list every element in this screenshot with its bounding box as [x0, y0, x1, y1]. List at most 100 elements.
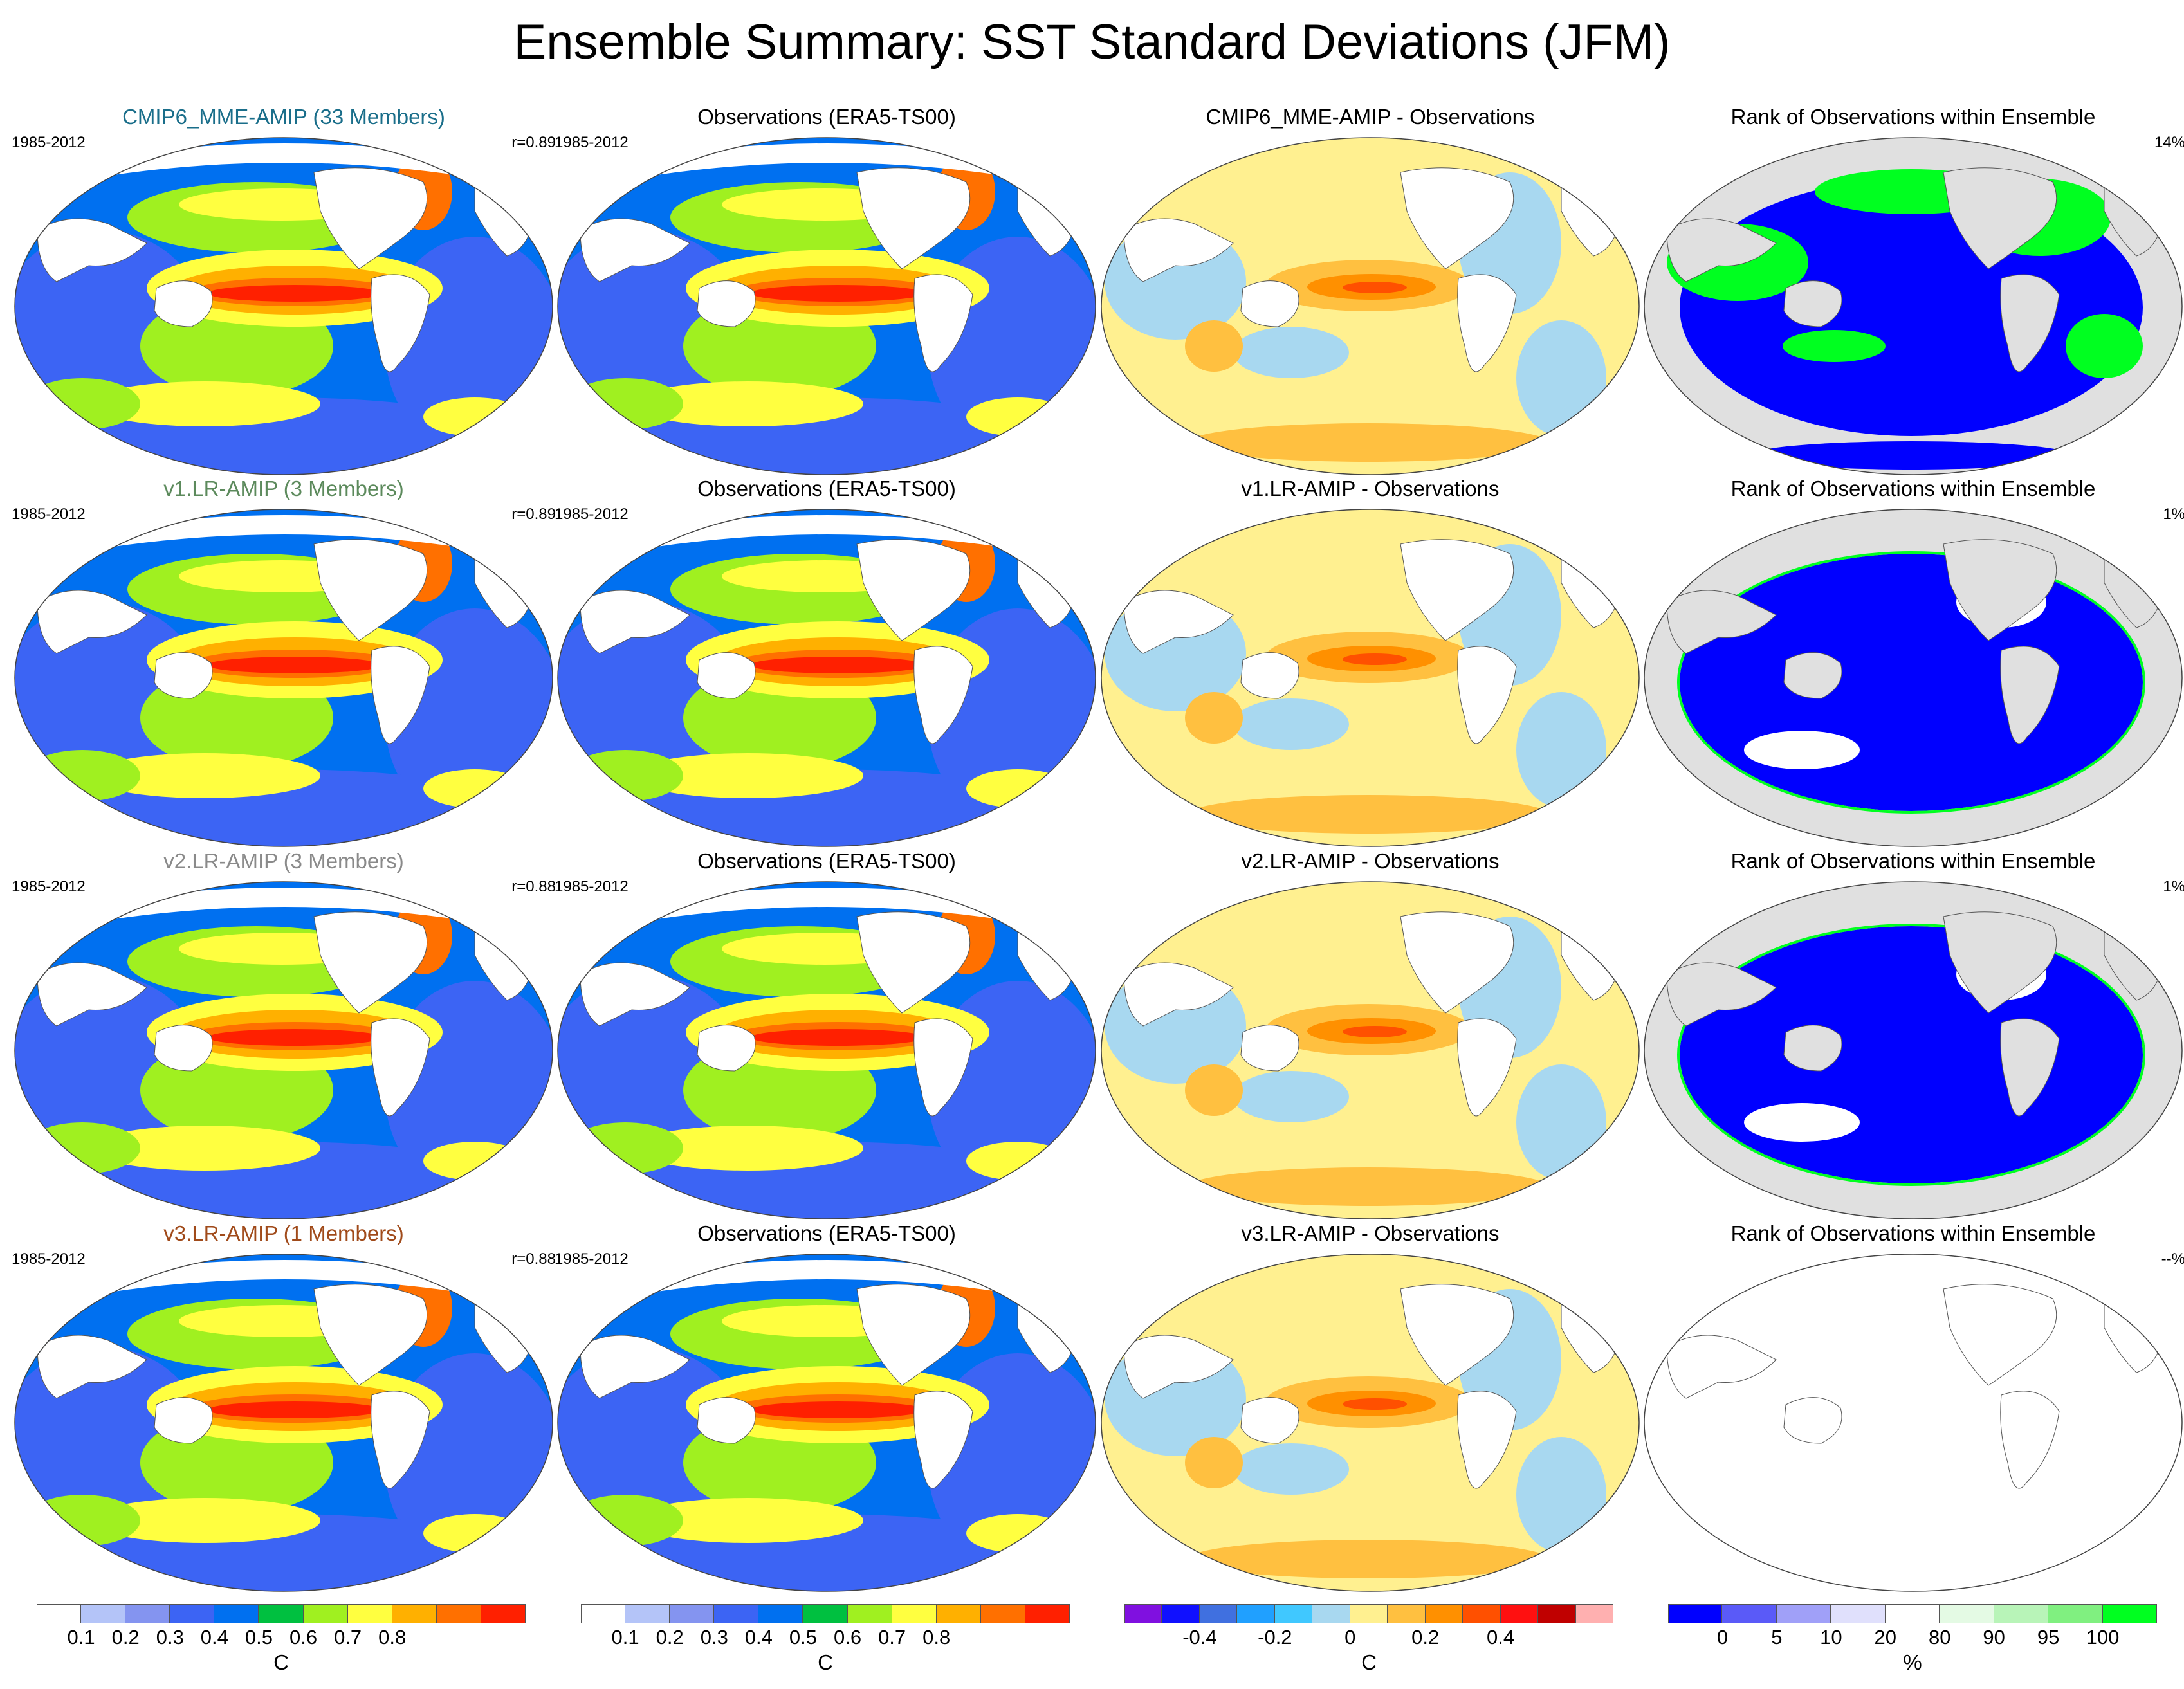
colorbar-swatch — [1312, 1604, 1350, 1623]
colorbar-swatch — [1668, 1604, 1723, 1623]
panel-title: Observations (ERA5-TS00) — [697, 105, 956, 129]
period-label: 1985-2012 — [555, 506, 629, 523]
colorbar-swatch — [347, 1604, 392, 1623]
colorbar-sd-obs: 0.1 0.2 0.3 0.4 0.5 0.6 0.7 0.8 C — [581, 1604, 1070, 1674]
period-label: 1985-2012 — [555, 134, 629, 151]
colorbar-tick-label: 90 — [1983, 1626, 2005, 1648]
panel-title: Rank of Observations within Ensemble — [1730, 849, 2096, 873]
period-label: 1985-2012 — [555, 878, 629, 895]
panel-title: v2.LR-AMIP (3 Members) — [163, 849, 404, 873]
colorbar-frame — [37, 1604, 526, 1623]
panel-obs-row-4: Observations (ERA5-TS00) 1985-2012 — [555, 1221, 1099, 1594]
panel-title: CMIP6_MME-AMIP (33 Members) — [122, 105, 445, 129]
colorbar-swatch — [1162, 1604, 1200, 1623]
colorbar-swatch — [714, 1604, 759, 1623]
colorbar-tick-label: 95 — [2037, 1626, 2060, 1648]
panel-title: v3.LR-AMIP - Observations — [1241, 1221, 1500, 1245]
panel-title: v1.LR-AMIP - Observations — [1241, 477, 1500, 500]
colorbar-swatch — [1199, 1604, 1238, 1623]
panel-title: v3.LR-AMIP (1 Members) — [163, 1221, 404, 1245]
obs-map — [557, 137, 1096, 475]
colorbar-unit: C — [818, 1650, 833, 1674]
panel-diff-row-3: v2.LR-AMIP - Observations — [1098, 849, 1642, 1222]
panel-title: Observations (ERA5-TS00) — [697, 849, 956, 873]
panel-obs-row-2: Observations (ERA5-TS00) 1985-2012 — [555, 477, 1099, 850]
diff-map — [1101, 1254, 1640, 1592]
colorbar-tick-label: 0 — [1716, 1626, 1729, 1648]
colorbar-tick-label: 0.2 — [1411, 1626, 1440, 1648]
obs-map — [557, 881, 1096, 1219]
panel-diff-row-1: CMIP6_MME-AMIP - Observations — [1098, 105, 1642, 478]
diff-map — [1101, 509, 1640, 847]
colorbar-swatch — [259, 1604, 304, 1623]
obs-map — [557, 1254, 1096, 1592]
panel-title: Observations (ERA5-TS00) — [697, 1221, 956, 1245]
colorbar-swatch — [936, 1604, 981, 1623]
colorbar-swatch — [2102, 1604, 2157, 1623]
colorbar-tick-label: 0.3 — [700, 1626, 728, 1648]
panel-rank-row-4: Rank of Observations within Ensemble --% — [1641, 1221, 2184, 1594]
colorbar-swatch — [214, 1604, 259, 1623]
panel-diff-row-2: v1.LR-AMIP - Observations — [1098, 477, 1642, 850]
period-label: 1985-2012 — [555, 1250, 629, 1268]
rank-percent-label: 1% — [2163, 878, 2184, 895]
model-map — [14, 137, 553, 475]
colorbar-swatch — [1831, 1604, 1886, 1623]
colorbar-tick-label: -0.2 — [1258, 1626, 1292, 1648]
colorbar-swatch — [1940, 1604, 1994, 1623]
rank-map — [1644, 509, 2183, 847]
colorbar-swatch — [1425, 1604, 1464, 1623]
colorbar-swatch — [1722, 1604, 1777, 1623]
colorbar-swatch — [670, 1604, 715, 1623]
period-label: 1985-2012 — [12, 134, 86, 151]
colorbar-unit: % — [1903, 1650, 1922, 1674]
colorbar-swatch — [892, 1604, 937, 1623]
colorbar-tick-label: 0.7 — [878, 1626, 906, 1648]
colorbar-sd-model: 0.1 0.2 0.3 0.4 0.5 0.6 0.7 0.8 C — [37, 1604, 526, 1674]
colorbar-swatch — [625, 1604, 670, 1623]
colorbar-tick-label: 80 — [1928, 1626, 1951, 1648]
colorbar-swatch — [1388, 1604, 1426, 1623]
colorbar-tick-label: 0.6 — [833, 1626, 862, 1648]
colorbar-tick-label: 0.8 — [922, 1626, 951, 1648]
colorbar-unit: C — [273, 1650, 289, 1674]
diff-map — [1101, 137, 1640, 475]
colorbar-swatch — [392, 1604, 437, 1623]
panel-model-row-2: v1.LR-AMIP (3 Members) 1985-2012 r=0.89 — [12, 477, 556, 850]
colorbar-tick-label: 5 — [1771, 1626, 1783, 1648]
panel-title: Rank of Observations within Ensemble — [1730, 477, 2096, 500]
colorbar-swatch — [1463, 1604, 1501, 1623]
rank-map — [1644, 137, 2183, 475]
panel-title: Rank of Observations within Ensemble — [1730, 1221, 2096, 1245]
period-label: 1985-2012 — [12, 506, 86, 523]
colorbar-tick-label: 0.7 — [334, 1626, 362, 1648]
diff-map — [1101, 881, 1640, 1219]
panel-title: v1.LR-AMIP (3 Members) — [163, 477, 404, 500]
colorbar-tick-label: 0.4 — [1487, 1626, 1515, 1648]
model-map — [14, 1254, 553, 1592]
colorbar-tick-label: 0.1 — [611, 1626, 639, 1648]
colorbar-tick-label: 0.5 — [244, 1626, 273, 1648]
period-label: 1985-2012 — [12, 878, 86, 895]
colorbar-tick-label: 0.6 — [289, 1626, 318, 1648]
colorbar-swatch — [1538, 1604, 1576, 1623]
rank-map — [1644, 881, 2183, 1219]
colorbar-tick-label: 0 — [1344, 1626, 1356, 1648]
correlation-label: r=0.88 — [511, 878, 556, 895]
colorbar-frame — [1124, 1604, 1613, 1623]
colorbar-tick-label: 0.4 — [744, 1626, 773, 1648]
rank-percent-label: --% — [2161, 1250, 2184, 1268]
panel-rank-row-2: Rank of Observations within Ensemble 1% — [1641, 477, 2184, 850]
colorbar-swatch — [81, 1604, 126, 1623]
panel-obs-row-3: Observations (ERA5-TS00) 1985-2012 — [555, 849, 1099, 1222]
colorbar-tick-label: 0.8 — [378, 1626, 407, 1648]
panel-title: v2.LR-AMIP - Observations — [1241, 849, 1500, 873]
colorbar-swatch — [2048, 1604, 2103, 1623]
colorbar-tick-label: 0.1 — [67, 1626, 95, 1648]
colorbar-swatch — [1500, 1604, 1539, 1623]
colorbar-tick-label: 0.4 — [200, 1626, 228, 1648]
colorbar-swatch — [1350, 1604, 1388, 1623]
colorbar-rank: 0 5 10 20 80 90 95 100 % — [1668, 1604, 2157, 1674]
colorbar-swatch — [125, 1604, 170, 1623]
period-label: 1985-2012 — [12, 1250, 86, 1268]
